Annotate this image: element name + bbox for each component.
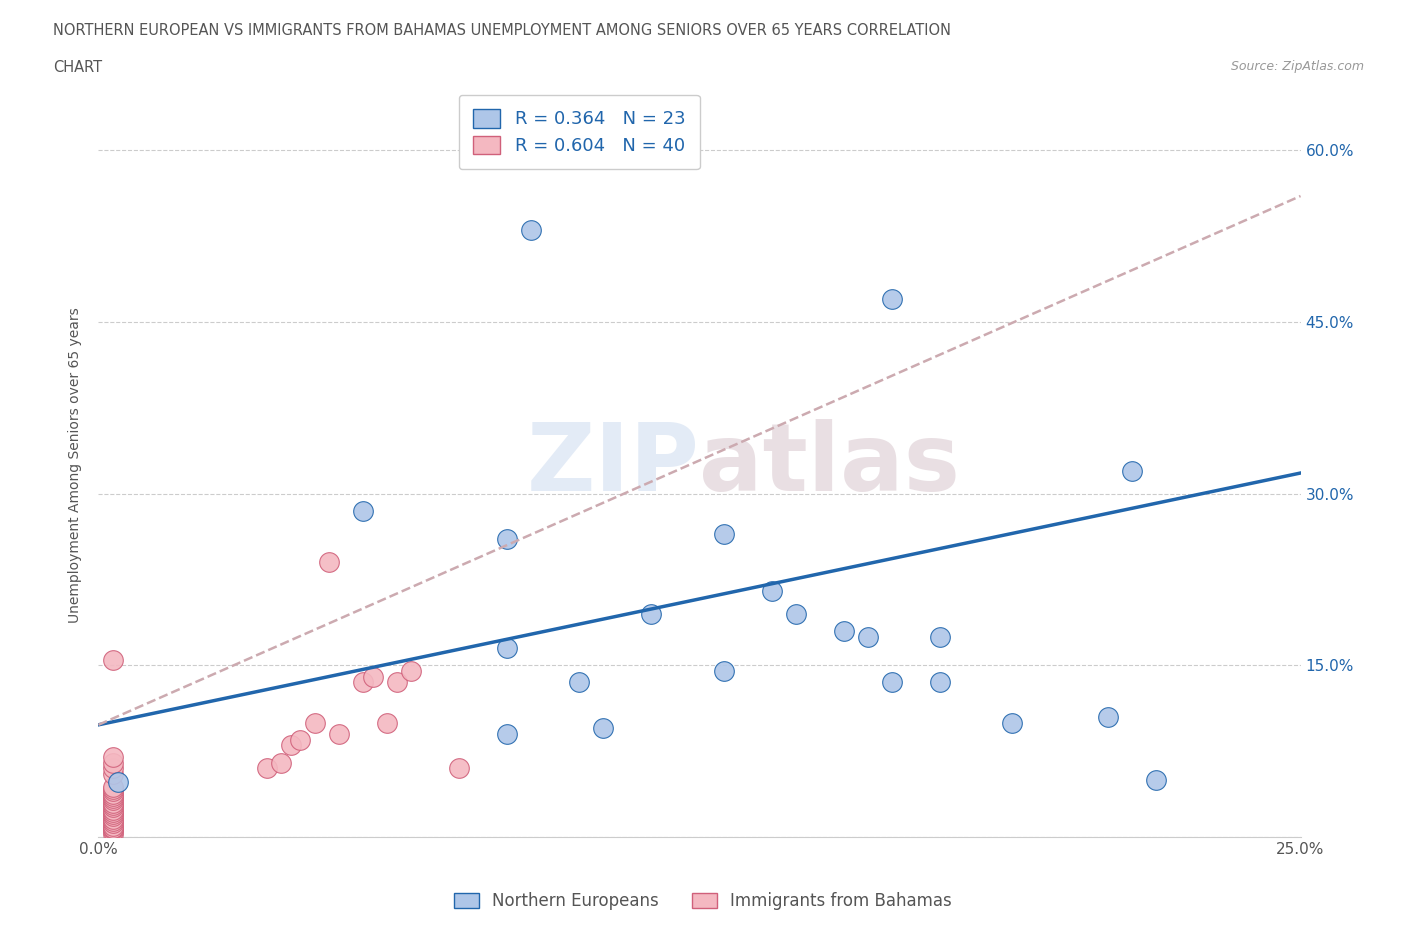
Point (496, 726, 519, 741)
Point (328, 726, 350, 741)
Point (101, 826, 124, 841)
Point (270, 755, 292, 770)
Point (1001, 715, 1024, 730)
Point (101, 820, 124, 835)
Point (101, 784, 124, 799)
Point (496, 641, 519, 656)
Point (640, 606, 662, 621)
Point (101, 800, 124, 815)
Point (101, 750, 124, 764)
Text: CHART: CHART (53, 60, 103, 75)
Point (107, 775, 129, 790)
Point (101, 798, 124, 813)
Point (101, 793, 124, 808)
Point (101, 824, 124, 839)
Point (101, 755, 124, 770)
Point (256, 761, 278, 776)
Point (447, 761, 470, 776)
Point (101, 761, 124, 776)
Point (352, 503, 374, 518)
Point (375, 715, 398, 730)
Point (101, 814, 124, 829)
Point (880, 292, 903, 307)
Point (101, 790, 124, 805)
Point (304, 715, 326, 730)
Point (101, 781, 124, 796)
Text: Source: ZipAtlas.com: Source: ZipAtlas.com (1230, 60, 1364, 73)
Point (280, 738, 302, 753)
Point (101, 789, 124, 804)
Point (1144, 772, 1167, 787)
Point (318, 555, 340, 570)
Point (880, 675, 903, 690)
Text: atlas: atlas (700, 419, 960, 511)
Point (101, 802, 124, 817)
Point (399, 664, 422, 679)
Point (761, 583, 783, 598)
Point (385, 675, 408, 690)
Point (785, 606, 807, 621)
Point (101, 809, 124, 824)
Point (568, 675, 591, 690)
Point (101, 766, 124, 781)
Text: NORTHERN EUROPEAN VS IMMIGRANTS FROM BAHAMAS UNEMPLOYMENT AMONG SENIORS OVER 65 : NORTHERN EUROPEAN VS IMMIGRANTS FROM BAH… (53, 23, 952, 38)
Point (361, 670, 384, 684)
Legend: R = 0.364   N = 23, R = 0.604   N = 40: R = 0.364 N = 23, R = 0.604 N = 40 (458, 95, 700, 169)
Point (101, 795, 124, 810)
Point (101, 816, 124, 830)
Point (520, 223, 543, 238)
Point (101, 779, 124, 794)
Point (352, 675, 374, 690)
Point (928, 630, 950, 644)
Point (101, 806, 124, 821)
Point (101, 818, 124, 833)
Point (1097, 710, 1119, 724)
Point (713, 664, 735, 679)
Legend: Northern Europeans, Immigrants from Bahamas: Northern Europeans, Immigrants from Baha… (447, 885, 959, 917)
Point (856, 630, 879, 644)
Point (290, 732, 312, 747)
Point (592, 721, 614, 736)
Point (832, 623, 855, 638)
Text: ZIP: ZIP (527, 419, 700, 511)
Point (713, 526, 735, 541)
Point (101, 786, 124, 801)
Point (101, 821, 124, 836)
Point (928, 675, 950, 690)
Point (496, 532, 519, 547)
Y-axis label: Unemployment Among Seniors over 65 years: Unemployment Among Seniors over 65 years (69, 307, 83, 623)
Point (101, 804, 124, 819)
Point (1121, 463, 1143, 478)
Point (101, 811, 124, 826)
Point (101, 652, 124, 667)
